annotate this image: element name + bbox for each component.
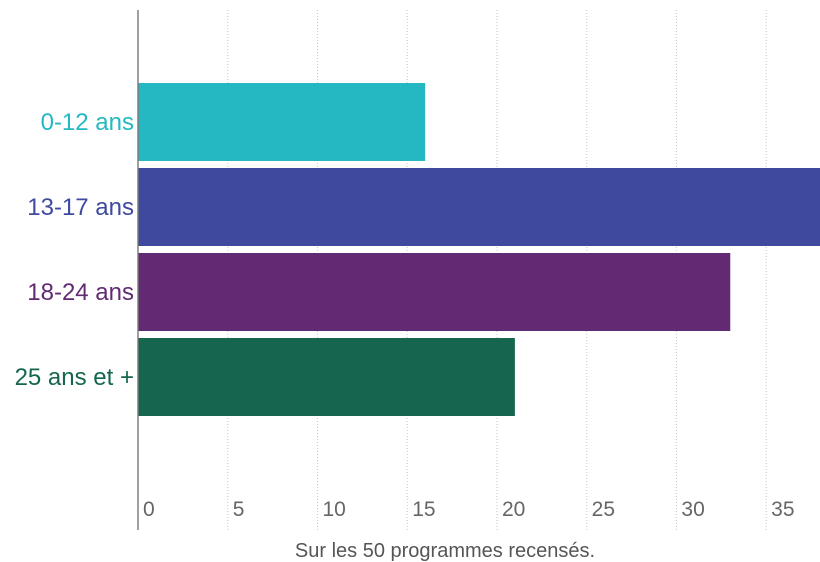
category-label: 0-12 ans	[41, 109, 134, 136]
bar-2	[138, 168, 820, 246]
x-tick-label: 30	[681, 498, 704, 521]
x-tick-label: 10	[322, 498, 345, 521]
bar-4	[138, 338, 515, 416]
x-tick-label: 5	[233, 498, 245, 521]
x-axis-caption: Sur les 50 programmes recensés.	[295, 540, 595, 562]
category-label: 18-24 ans	[27, 279, 134, 306]
x-tick-label: 15	[412, 498, 435, 521]
x-tick-label: 35	[771, 498, 794, 521]
category-labels: 0-12 ans 13-17 ans 18-24 ans 25 ans et +	[15, 109, 134, 391]
bar-3	[138, 253, 731, 331]
x-tick-label: 20	[502, 498, 525, 521]
bar-1	[138, 83, 426, 161]
x-tick-label: 25	[592, 498, 615, 521]
x-tick-label: 0	[143, 498, 155, 521]
bars	[138, 83, 820, 416]
category-label: 13-17 ans	[27, 194, 134, 221]
x-axis-ticks: 0 5 10 15 20 25 30 35	[143, 498, 795, 521]
category-label: 25 ans et +	[15, 364, 134, 391]
